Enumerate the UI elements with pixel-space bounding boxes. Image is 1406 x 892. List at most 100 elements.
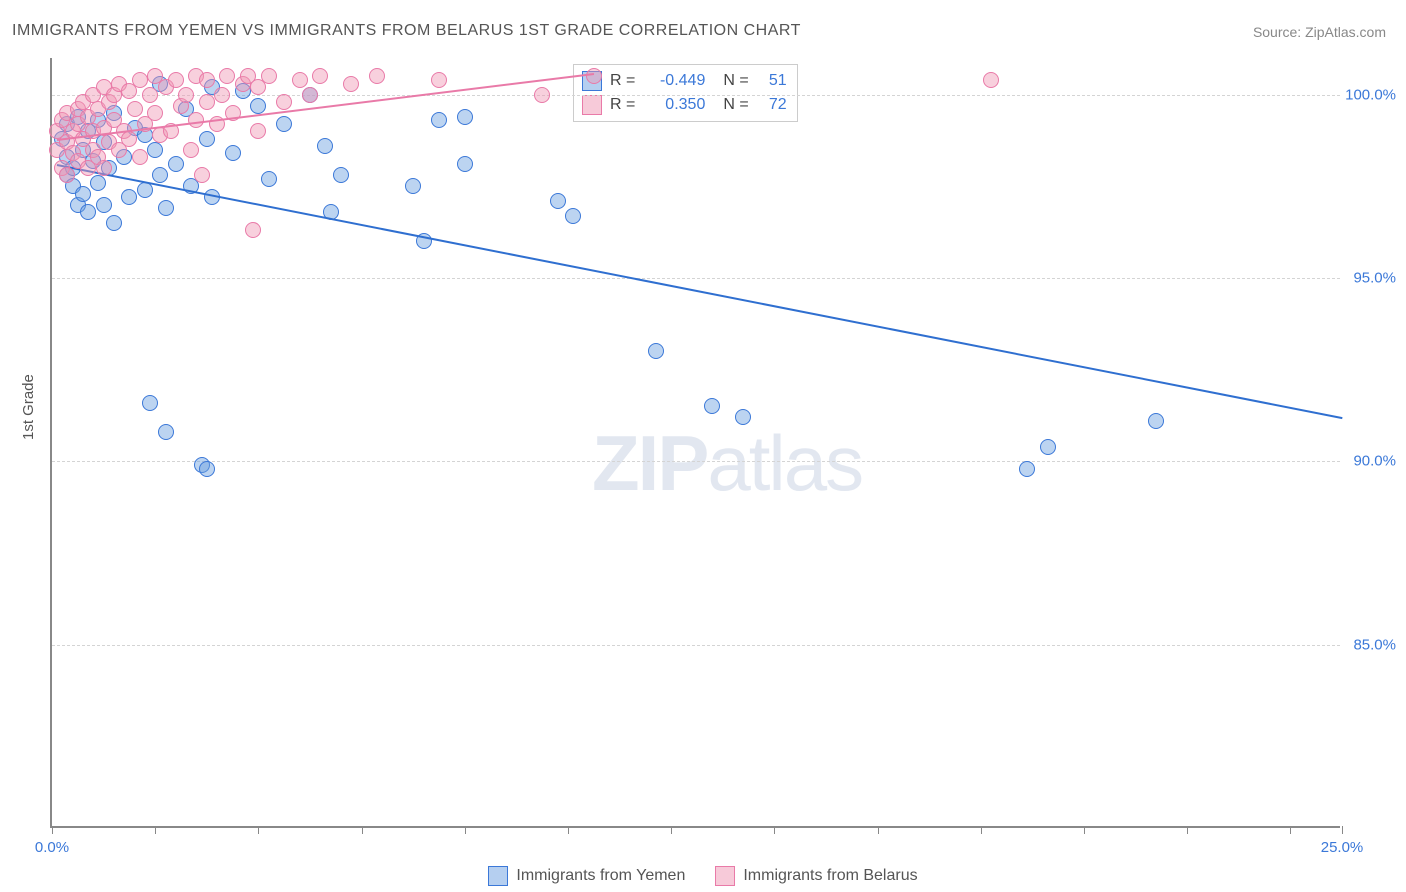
- data-point: [250, 123, 266, 139]
- x-tick: [52, 826, 53, 834]
- series-legend: Immigrants from Yemen Immigrants from Bel…: [0, 866, 1406, 886]
- data-point: [457, 156, 473, 172]
- x-tick: [774, 826, 775, 834]
- data-point: [704, 398, 720, 414]
- data-point: [333, 167, 349, 183]
- data-point: [90, 175, 106, 191]
- data-point: [80, 204, 96, 220]
- data-point: [106, 215, 122, 231]
- legend-n-label: N =: [723, 93, 748, 117]
- data-point: [147, 142, 163, 158]
- watermark-light: atlas: [707, 419, 862, 507]
- bottom-legend-label: Immigrants from Belarus: [743, 867, 917, 885]
- y-tick-label: 95.0%: [1353, 270, 1396, 287]
- y-axis-label: 1st Grade: [20, 374, 37, 440]
- gridline-h: [52, 461, 1340, 462]
- data-point: [158, 200, 174, 216]
- x-tick-label: 0.0%: [35, 839, 69, 856]
- data-point: [550, 193, 566, 209]
- data-point: [127, 101, 143, 117]
- bottom-legend-label: Immigrants from Yemen: [516, 867, 685, 885]
- legend-n-value: 51: [757, 69, 787, 93]
- data-point: [142, 87, 158, 103]
- x-tick: [155, 826, 156, 834]
- x-tick-label: 25.0%: [1321, 839, 1364, 856]
- legend-r-label: R =: [610, 69, 635, 93]
- legend-r-label: R =: [610, 93, 635, 117]
- data-point: [317, 138, 333, 154]
- data-point: [96, 197, 112, 213]
- data-point: [431, 112, 447, 128]
- data-point: [261, 68, 277, 84]
- data-point: [534, 87, 550, 103]
- data-point: [225, 145, 241, 161]
- data-point: [75, 186, 91, 202]
- data-point: [1019, 461, 1035, 477]
- x-tick: [465, 826, 466, 834]
- data-point: [199, 461, 215, 477]
- legend-n-value: 72: [757, 93, 787, 117]
- watermark: ZIPatlas: [592, 418, 862, 509]
- x-tick: [1187, 826, 1188, 834]
- data-point: [648, 343, 664, 359]
- data-point: [312, 68, 328, 84]
- legend-r-value: 0.350: [643, 93, 705, 117]
- data-point: [586, 68, 602, 84]
- data-point: [158, 424, 174, 440]
- data-point: [565, 208, 581, 224]
- watermark-bold: ZIP: [592, 419, 707, 507]
- data-point: [152, 167, 168, 183]
- x-tick: [1084, 826, 1085, 834]
- data-point: [214, 87, 230, 103]
- data-point: [276, 94, 292, 110]
- data-point: [1040, 439, 1056, 455]
- data-point: [276, 116, 292, 132]
- bottom-legend-item: Immigrants from Belarus: [715, 866, 917, 886]
- data-point: [405, 178, 421, 194]
- x-tick: [568, 826, 569, 834]
- legend-swatch: [488, 866, 508, 886]
- gridline-h: [52, 278, 1340, 279]
- gridline-h: [52, 645, 1340, 646]
- y-tick-label: 90.0%: [1353, 453, 1396, 470]
- data-point: [121, 131, 137, 147]
- data-point: [194, 167, 210, 183]
- legend-swatch: [715, 866, 735, 886]
- data-point: [121, 189, 137, 205]
- data-point: [199, 72, 215, 88]
- x-tick: [1342, 826, 1343, 834]
- data-point: [199, 94, 215, 110]
- plot-area: ZIPatlas R = -0.449 N = 51 R = 0.350 N = 72…: [50, 58, 1340, 828]
- data-point: [983, 72, 999, 88]
- legend-n-label: N =: [723, 69, 748, 93]
- x-tick: [671, 826, 672, 834]
- legend-r-value: -0.449: [643, 69, 705, 93]
- data-point: [431, 72, 447, 88]
- data-point: [132, 72, 148, 88]
- source-prefix: Source:: [1253, 24, 1305, 40]
- data-point: [219, 68, 235, 84]
- data-point: [142, 395, 158, 411]
- legend-row: R = -0.449 N = 51: [582, 69, 787, 93]
- source-attribution: Source: ZipAtlas.com: [1253, 24, 1386, 40]
- x-tick: [362, 826, 363, 834]
- trend-line: [57, 164, 1342, 419]
- data-point: [369, 68, 385, 84]
- source-link[interactable]: ZipAtlas.com: [1305, 24, 1386, 40]
- chart-title: IMMIGRANTS FROM YEMEN VS IMMIGRANTS FROM…: [12, 22, 801, 40]
- data-point: [168, 156, 184, 172]
- data-point: [735, 409, 751, 425]
- data-point: [183, 142, 199, 158]
- data-point: [343, 76, 359, 92]
- data-point: [132, 149, 148, 165]
- data-point: [261, 171, 277, 187]
- data-point: [96, 160, 112, 176]
- data-point: [147, 105, 163, 121]
- data-point: [59, 167, 75, 183]
- data-point: [245, 222, 261, 238]
- data-point: [178, 87, 194, 103]
- x-tick: [258, 826, 259, 834]
- data-point: [302, 87, 318, 103]
- data-point: [250, 98, 266, 114]
- y-tick-label: 85.0%: [1353, 636, 1396, 653]
